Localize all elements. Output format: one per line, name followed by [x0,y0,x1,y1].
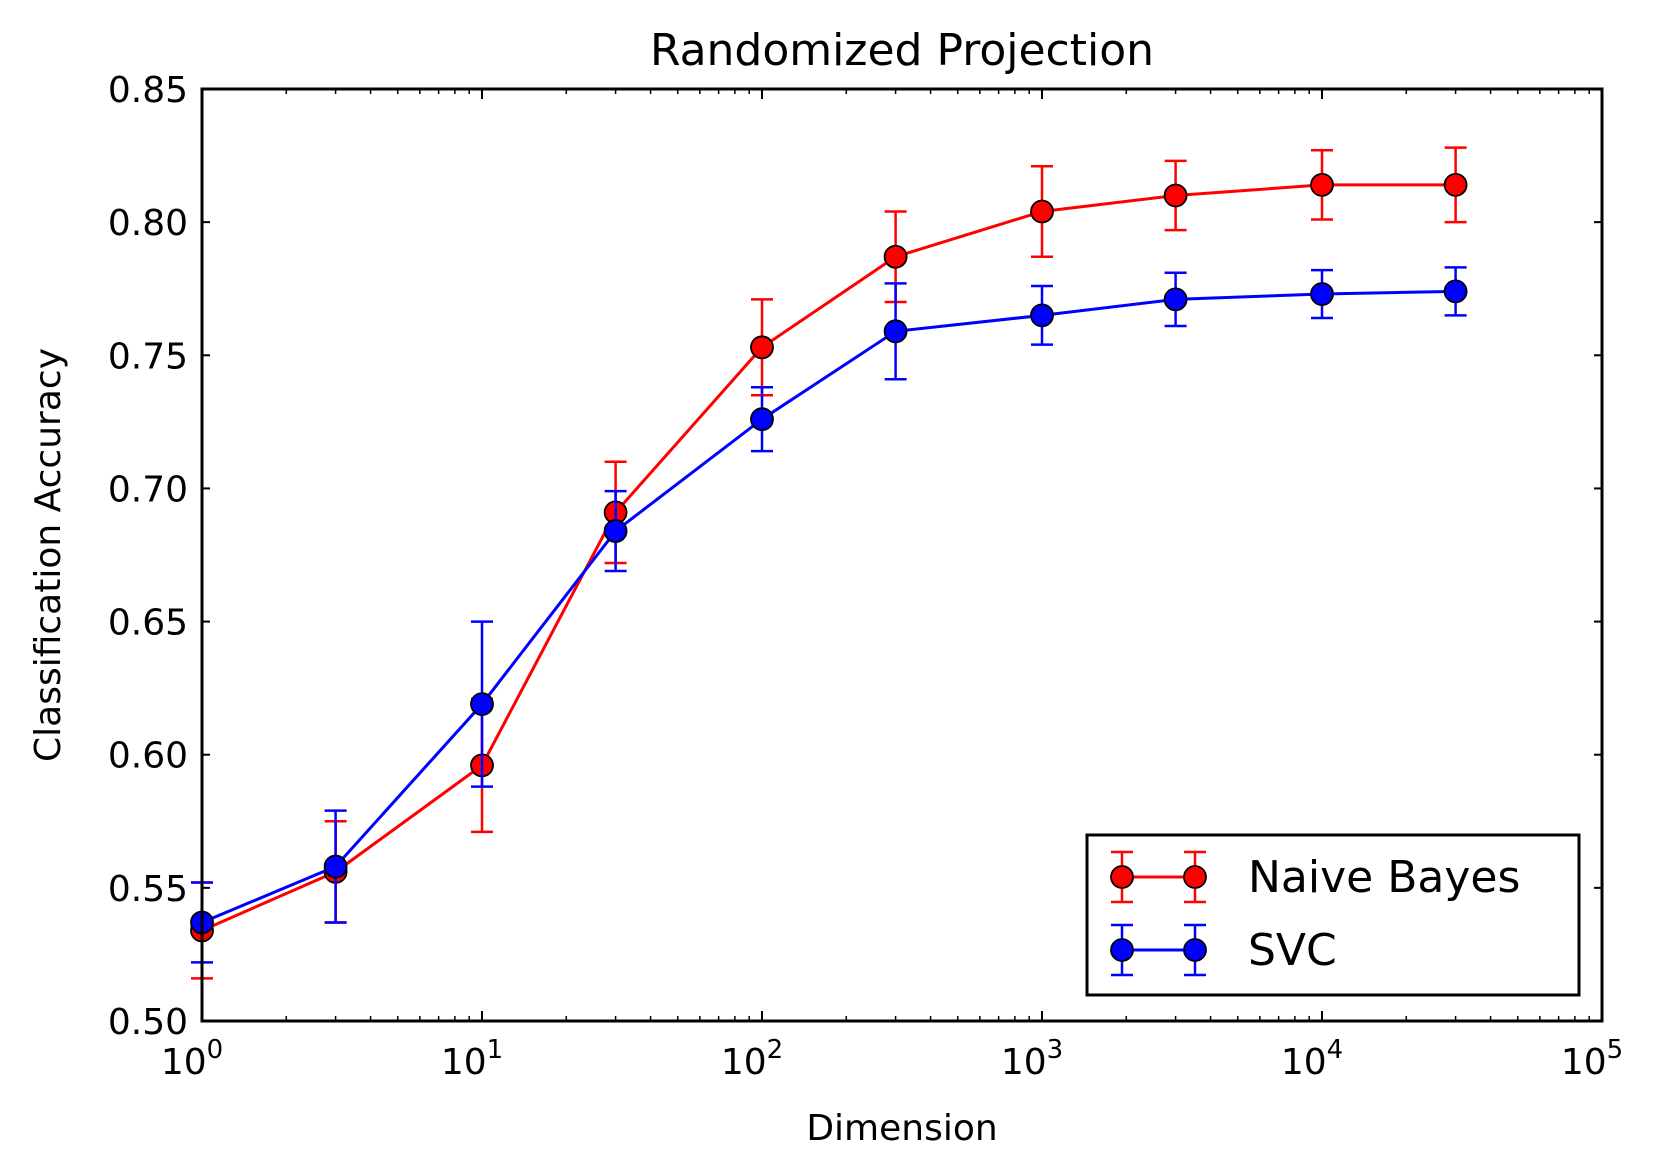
data-point [1163,287,1188,312]
chart-title: Randomized Projection [650,25,1154,76]
series-layer [190,146,1468,980]
legend-label: SVC [1248,925,1337,976]
legend-box [1085,833,1581,997]
data-point [883,244,908,269]
x-tick-base: 10 [1001,1042,1047,1083]
y-tick-label: 0.70 [108,469,188,510]
x-tick-label: 102 [721,1035,783,1083]
x-tick-label: 101 [441,1035,503,1083]
plot-frame [200,87,1604,1023]
legend-entry: SVC [1110,923,1337,977]
x-axis-label: Dimension [806,1108,997,1149]
y-tick-label: 0.65 [108,603,188,644]
data-point [323,854,348,879]
legend-label: Naive Bayes [1248,852,1520,903]
x-tick-base: 10 [1281,1042,1327,1083]
x-tick-exponent: 5 [1607,1035,1624,1065]
x-tick-base: 10 [161,1042,207,1083]
plot-area [190,87,1604,1023]
x-tick-label: 100 [161,1035,223,1083]
x-tick-label: 104 [1281,1035,1343,1083]
x-tick-exponent: 4 [1327,1035,1344,1065]
x-tick-base: 10 [721,1042,767,1083]
legend-marker [1110,938,1134,962]
y-tick-label: 0.85 [108,70,188,111]
data-point [1030,303,1054,328]
data-point [1310,172,1334,197]
legend-marker [1183,938,1207,962]
x-tick-exponent: 0 [207,1035,224,1065]
y-axis-label: Classification Accuracy [28,348,69,762]
data-point [750,407,774,432]
x-tick-label: 105 [1561,1035,1623,1083]
x-tick-base: 10 [441,1042,487,1083]
data-point [1443,172,1468,197]
y-tick-label: 0.80 [108,203,188,244]
y-tick-label: 0.50 [108,1002,188,1043]
x-tick-exponent: 1 [487,1035,504,1065]
data-point [883,319,908,344]
data-point [1163,183,1188,208]
data-point [750,335,774,360]
data-point [470,692,494,717]
legend-marker [1110,865,1134,889]
data-point [1030,199,1054,224]
data-point [1310,282,1334,306]
x-tick-exponent: 3 [1047,1035,1064,1065]
x-tick-base: 10 [1561,1042,1607,1083]
y-tick-label: 0.60 [108,736,188,777]
legend-entry: Naive Bayes [1110,850,1520,904]
y-tick-label: 0.75 [108,336,188,377]
x-tick-label: 103 [1001,1035,1063,1083]
legend: Naive Bayes SVC [1085,833,1581,997]
legend-entries: Naive Bayes SVC [1110,850,1520,977]
x-tick-exponent: 2 [767,1035,784,1065]
data-point [1443,279,1468,304]
legend-marker [1183,865,1207,889]
data-point [603,519,628,543]
series-line [201,183,1456,932]
series-svc [190,266,1468,964]
series-line [201,289,1456,924]
y-tick-label: 0.55 [108,869,188,910]
